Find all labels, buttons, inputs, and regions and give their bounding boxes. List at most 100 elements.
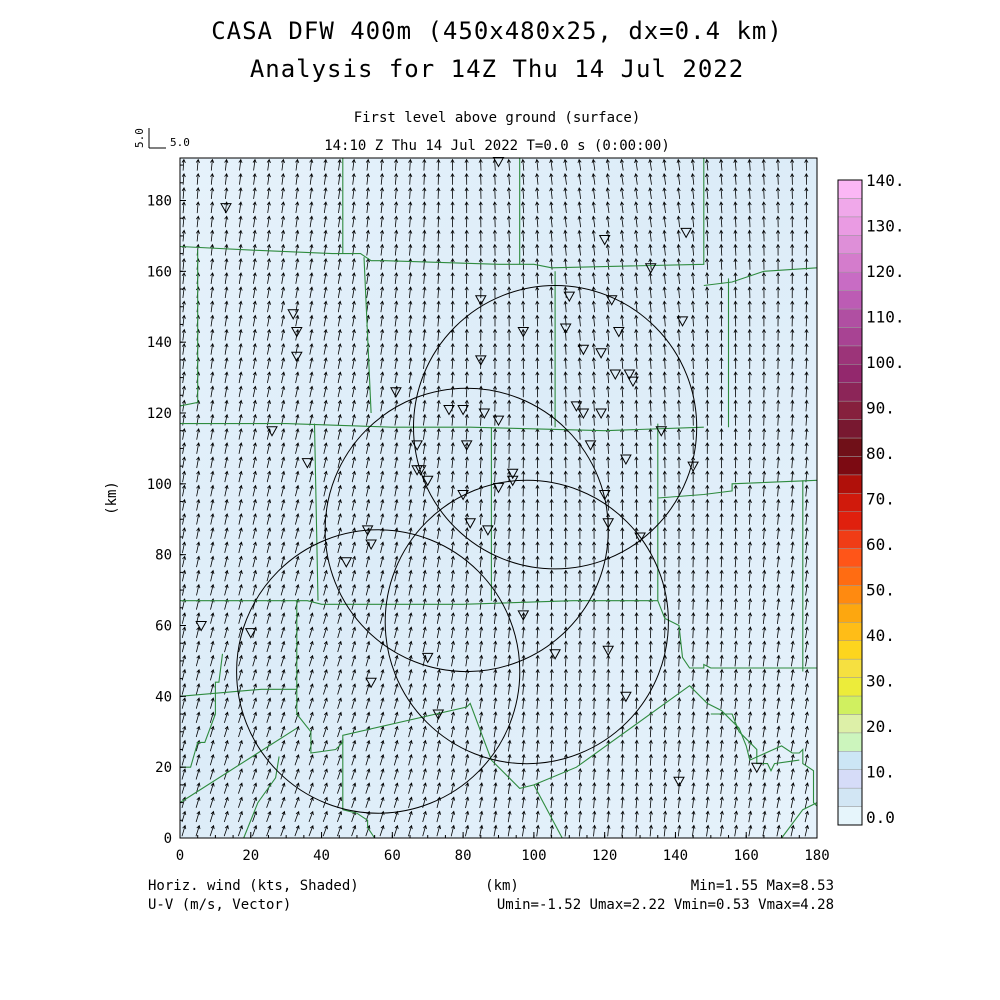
wind-vector bbox=[478, 286, 483, 299]
wind-vector bbox=[365, 300, 370, 313]
wind-vector bbox=[238, 172, 243, 185]
wind-vector bbox=[549, 583, 554, 596]
wind-vector bbox=[592, 569, 597, 582]
wind-vector bbox=[436, 243, 441, 256]
wind-vector bbox=[436, 810, 441, 823]
wind-vector bbox=[266, 385, 271, 398]
wind-vector bbox=[436, 257, 441, 270]
wind-vector bbox=[619, 158, 624, 171]
wind-vector bbox=[280, 513, 286, 525]
wind-vector bbox=[605, 257, 610, 270]
wind-vector bbox=[436, 286, 441, 299]
wind-vector bbox=[308, 825, 314, 837]
wind-vector bbox=[422, 342, 427, 355]
wind-vector bbox=[691, 753, 696, 766]
wind-vector bbox=[507, 569, 512, 582]
wind-vector bbox=[224, 215, 229, 228]
wind-vector bbox=[521, 172, 526, 185]
wind-vector bbox=[733, 158, 738, 171]
wind-vector bbox=[422, 172, 427, 185]
wind-vector bbox=[308, 810, 314, 823]
wind-vector bbox=[351, 158, 356, 171]
wind-vector bbox=[804, 612, 809, 624]
wind-vector bbox=[762, 569, 767, 582]
wind-vector bbox=[620, 442, 625, 454]
wind-vector bbox=[521, 456, 526, 469]
colorbar-frame bbox=[837, 179, 863, 826]
wind-vector bbox=[719, 484, 724, 497]
wind-vector bbox=[181, 725, 187, 738]
wind-vector bbox=[719, 654, 724, 667]
wind-vector bbox=[563, 385, 568, 398]
colorbar-segment bbox=[837, 253, 863, 273]
wind-vector bbox=[210, 654, 215, 667]
wind-vector bbox=[762, 725, 767, 738]
wind-vector bbox=[591, 328, 596, 341]
wind-vector bbox=[662, 527, 667, 539]
wind-vector bbox=[280, 626, 286, 639]
wind-vector bbox=[790, 810, 795, 823]
wind-vector bbox=[535, 555, 540, 568]
wind-vector bbox=[422, 314, 427, 327]
y-axis-label: (km) bbox=[104, 481, 120, 515]
wind-vector bbox=[308, 683, 314, 695]
wind-vector bbox=[535, 229, 540, 242]
wind-vector bbox=[323, 584, 328, 596]
wind-vector bbox=[266, 711, 272, 723]
wind-vector bbox=[705, 342, 710, 355]
wind-vector bbox=[337, 640, 342, 653]
wind-vector bbox=[479, 555, 484, 568]
station-marker bbox=[595, 408, 607, 420]
wind-vector bbox=[465, 768, 470, 780]
wind-vector bbox=[761, 342, 766, 355]
wind-vector bbox=[266, 229, 271, 242]
wind-vector bbox=[323, 229, 328, 242]
wind-vector bbox=[578, 739, 583, 752]
wind-vector bbox=[790, 470, 795, 483]
wind-vector bbox=[634, 824, 639, 837]
y-tick-label: 40 bbox=[155, 689, 172, 705]
wind-vector bbox=[492, 357, 498, 369]
wind-vector bbox=[252, 711, 258, 723]
wind-vector bbox=[577, 272, 582, 284]
wind-vector bbox=[761, 357, 766, 369]
wind-vector bbox=[351, 626, 357, 639]
wind-vector bbox=[196, 513, 201, 525]
wind-vector bbox=[408, 286, 413, 299]
wind-vector bbox=[549, 187, 554, 199]
wind-vector bbox=[422, 272, 427, 284]
wind-vector bbox=[252, 498, 257, 511]
wind-vector bbox=[309, 569, 314, 582]
wind-vector bbox=[464, 229, 469, 242]
wind-vector bbox=[394, 399, 399, 412]
wind-vector bbox=[620, 682, 625, 695]
wind-vector bbox=[605, 272, 610, 284]
wind-vector bbox=[422, 668, 427, 681]
wind-vector bbox=[578, 796, 583, 809]
wind-vector bbox=[563, 640, 568, 653]
wind-vector bbox=[521, 413, 526, 426]
wind-vector bbox=[308, 711, 314, 723]
wind-vector bbox=[634, 697, 639, 709]
wind-vector bbox=[281, 300, 286, 313]
wind-vector bbox=[281, 371, 286, 384]
wind-vector bbox=[577, 172, 582, 185]
wind-vector bbox=[365, 654, 371, 667]
wind-vector bbox=[620, 824, 625, 837]
wind-vector bbox=[422, 427, 427, 440]
station-marker bbox=[411, 440, 423, 451]
wind-vector bbox=[408, 512, 413, 525]
wind-vector bbox=[733, 399, 738, 412]
colorbar-label: 120. bbox=[866, 262, 905, 281]
y-tick-label: 0 bbox=[164, 831, 172, 847]
wind-vector bbox=[577, 555, 582, 568]
wind-vector bbox=[365, 555, 371, 568]
wind-vector bbox=[577, 541, 582, 554]
wind-vector bbox=[705, 470, 710, 483]
wind-vector bbox=[620, 810, 625, 823]
wind-vector bbox=[252, 442, 257, 454]
wind-vector bbox=[804, 810, 809, 823]
wind-vector bbox=[592, 682, 597, 695]
wind-vector bbox=[705, 541, 710, 554]
wind-vector bbox=[436, 555, 441, 568]
